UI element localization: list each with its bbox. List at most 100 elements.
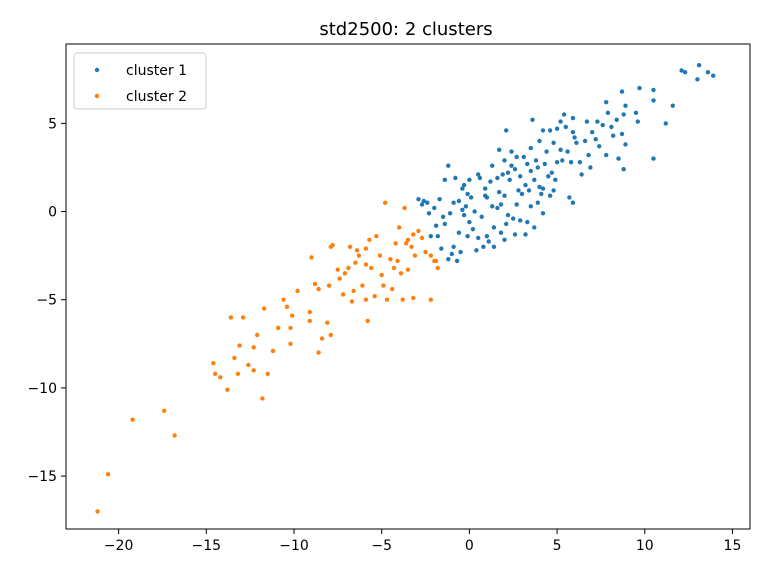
point-cluster-1-8	[651, 87, 656, 93]
point-cluster-1-54	[502, 158, 507, 163]
point-cluster-2-52	[363, 262, 369, 267]
point-cluster-1-76	[426, 211, 432, 216]
point-cluster-1-103	[512, 232, 518, 237]
point-cluster-1-86	[454, 258, 460, 264]
point-cluster-1-22	[595, 119, 600, 124]
point-cluster-1-117	[461, 212, 467, 218]
point-cluster-1-23	[600, 122, 605, 128]
point-cluster-1-26	[604, 152, 609, 158]
point-cluster-2-70	[400, 297, 405, 302]
point-cluster-2-26	[288, 341, 293, 346]
point-cluster-1-25	[597, 144, 602, 149]
point-cluster-1-125	[605, 110, 611, 116]
point-cluster-1-153	[551, 140, 556, 145]
point-cluster-1-135	[502, 193, 507, 198]
point-cluster-2-66	[393, 241, 398, 246]
point-cluster-2-43	[340, 292, 346, 297]
point-cluster-2-10	[235, 371, 241, 376]
point-cluster-1-49	[532, 177, 537, 182]
point-cluster-1-120	[507, 177, 512, 182]
point-cluster-1-5	[682, 70, 688, 75]
point-cluster-1-69	[456, 198, 462, 204]
point-cluster-2-68	[397, 225, 402, 230]
point-cluster-1-10	[635, 119, 640, 124]
point-cluster-1-91	[481, 244, 486, 249]
point-cluster-1-12	[623, 103, 628, 108]
point-cluster-1-113	[490, 204, 495, 209]
point-cluster-2-81	[428, 297, 433, 302]
point-cluster-1-21	[621, 167, 626, 172]
point-cluster-1-47	[521, 154, 526, 160]
plot-frame	[65, 43, 751, 530]
point-cluster-2-46	[347, 244, 353, 249]
point-cluster-2-77	[411, 295, 416, 301]
point-cluster-1-78	[419, 202, 425, 207]
point-cluster-2-27	[290, 313, 295, 318]
chart-title: std2500: 2 clusters	[319, 19, 492, 40]
point-cluster-2-14	[246, 362, 251, 368]
point-cluster-2-38	[328, 332, 333, 338]
point-cluster-1-52	[516, 188, 521, 193]
point-cluster-1-43	[549, 170, 554, 175]
point-cluster-2-2	[130, 417, 135, 422]
point-cluster-1-9	[651, 98, 656, 103]
point-cluster-2-63	[384, 297, 390, 302]
point-cluster-2-73	[405, 267, 411, 272]
point-cluster-2-44	[342, 271, 348, 276]
point-cluster-1-63	[467, 177, 472, 182]
point-cluster-1-88	[456, 230, 462, 235]
point-cluster-1-148	[463, 204, 469, 209]
point-cluster-1-74	[432, 205, 437, 211]
point-cluster-2-64	[388, 257, 393, 262]
point-cluster-1-67	[442, 177, 447, 182]
x-tick-label: 15	[724, 538, 742, 554]
point-cluster-1-39	[558, 147, 563, 152]
point-cluster-1-7	[663, 121, 668, 126]
point-cluster-1-122	[525, 161, 530, 167]
point-cluster-1-34	[563, 124, 568, 130]
point-cluster-1-18	[604, 100, 609, 105]
point-cluster-2-15	[251, 368, 256, 373]
point-cluster-1-57	[504, 128, 509, 133]
point-cluster-1-11	[637, 85, 642, 91]
point-cluster-1-55	[497, 147, 502, 152]
point-cluster-2-8	[225, 387, 230, 392]
points-layer	[95, 62, 716, 514]
point-cluster-1-106	[540, 211, 546, 216]
point-cluster-1-61	[483, 186, 488, 191]
point-cluster-1-93	[484, 234, 490, 239]
point-cluster-1-90	[476, 235, 481, 241]
point-cluster-1-115	[472, 209, 477, 214]
point-cluster-2-9	[232, 355, 237, 361]
point-cluster-2-31	[312, 281, 318, 287]
point-cluster-1-140	[593, 137, 598, 142]
point-cluster-2-84	[433, 258, 439, 264]
point-cluster-1-156	[461, 182, 467, 188]
legend-label-cluster-2: cluster 2	[126, 89, 187, 105]
y-tick-label: 0	[48, 205, 57, 221]
point-cluster-1-155	[486, 239, 491, 244]
point-cluster-1-83	[439, 246, 444, 251]
point-cluster-2-69	[398, 271, 404, 276]
point-cluster-1-141	[609, 124, 614, 130]
point-cluster-2-28	[295, 288, 300, 294]
point-cluster-2-16	[255, 332, 260, 338]
point-cluster-1-41	[568, 160, 574, 165]
point-cluster-2-29	[307, 309, 312, 315]
point-cluster-1-144	[537, 138, 542, 144]
point-cluster-1-94	[491, 225, 497, 230]
point-cluster-2-19	[260, 396, 265, 401]
point-cluster-2-65	[390, 286, 395, 292]
x-tick-label: −20	[104, 538, 134, 554]
point-cluster-2-79	[419, 235, 425, 241]
point-cluster-2-12	[228, 315, 234, 320]
point-cluster-2-25	[288, 325, 293, 331]
point-cluster-2-6	[212, 371, 218, 376]
point-cluster-2-13	[240, 315, 246, 320]
point-cluster-1-75	[421, 198, 426, 204]
point-cluster-2-17	[251, 345, 256, 350]
point-cluster-2-20	[265, 371, 270, 376]
point-cluster-1-51	[523, 182, 528, 188]
point-cluster-1-111	[514, 202, 519, 207]
